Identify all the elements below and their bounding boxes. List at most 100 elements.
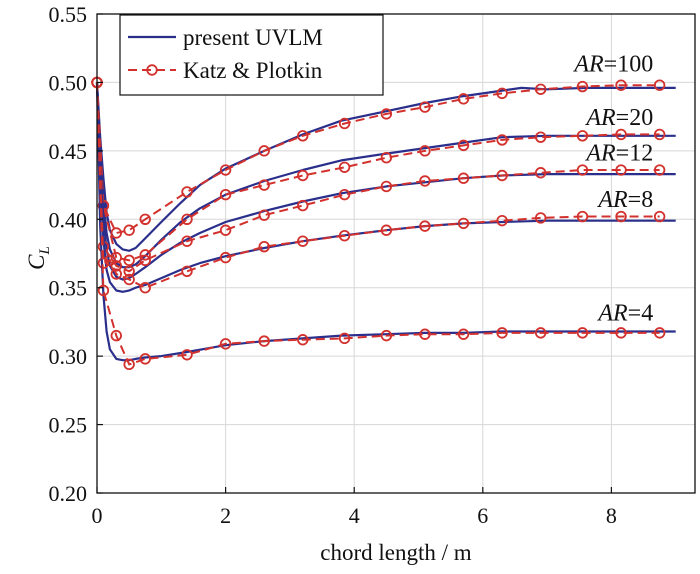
katz-marker-ar-100 <box>123 224 135 236</box>
y-axis-label-sub: L <box>37 246 53 255</box>
katz-marker-ar-8 <box>338 230 351 242</box>
y-tick-label: 0.35 <box>49 276 88 301</box>
katz-marker-ar-20 <box>534 131 547 143</box>
ar-label-symbol: AR <box>584 140 616 166</box>
katz-marker-ar-4 <box>139 353 151 365</box>
katz-marker-ar-8 <box>457 217 470 230</box>
katz-marker-ar-12 <box>110 260 122 272</box>
ar-label: AR=100 <box>572 51 653 77</box>
katz-marker-ar-4 <box>338 332 351 345</box>
ar-label-symbol: AR <box>584 105 616 131</box>
katz-marker-ar-4 <box>219 338 232 350</box>
katz-marker-ar-12 <box>419 175 431 187</box>
y-tick-label: 0.40 <box>49 207 88 232</box>
legend: present UVLM Katz & Plotkin <box>119 14 384 96</box>
katz-marker-ar-100 <box>380 108 393 120</box>
series-layer <box>91 76 676 371</box>
y-tick-label: 0.50 <box>49 70 88 95</box>
katz-marker-ar-20 <box>139 249 151 261</box>
katz-marker-ar-12 <box>258 209 270 221</box>
katz-line-ar-100 <box>96 82 660 235</box>
katz-marker-ar-12 <box>653 164 666 176</box>
katz-marker-ar-4 <box>576 327 589 339</box>
katz-marker-ar-12 <box>457 172 470 184</box>
katz-marker-ar-20 <box>297 169 309 182</box>
katz-marker-ar-20 <box>419 145 431 157</box>
katz-marker-ar-12 <box>139 254 151 267</box>
katz-marker-ar-8 <box>297 235 309 247</box>
katz-marker-ar-8 <box>653 210 666 223</box>
katz-marker-ar-12 <box>615 164 627 176</box>
y-axis-label-main: C <box>24 254 49 270</box>
uvlm-line-ar-4 <box>95 82 676 362</box>
katz-marker-ar-4 <box>615 327 627 339</box>
katz-marker-ar-100 <box>653 79 666 91</box>
katz-marker-ar-8 <box>181 265 193 277</box>
ar-label-symbol: AR <box>596 301 628 327</box>
x-tick-label: 8 <box>606 503 617 528</box>
katz-marker-ar-12 <box>380 180 393 193</box>
uvlm-line-ar-8 <box>95 82 676 293</box>
katz-marker-ar-100 <box>297 130 309 142</box>
katz-marker-ar-4 <box>380 329 393 342</box>
katz-marker-ar-20 <box>181 213 193 225</box>
katz-marker-ar-100 <box>496 87 508 100</box>
katz-marker-ar-4 <box>457 328 470 340</box>
katz-marker-ar-20 <box>496 134 508 146</box>
katz-marker-ar-12 <box>219 224 232 236</box>
katz-line-ar-20 <box>96 82 660 262</box>
katz-marker-ar-4 <box>123 358 135 371</box>
katz-marker-ar-4 <box>653 327 666 339</box>
ar-label: AR=12 <box>584 140 653 166</box>
ar-label-value: =8 <box>628 187 654 213</box>
katz-marker-ar-12 <box>496 169 508 182</box>
ar-label-symbol: AR <box>596 187 628 213</box>
plot-frame <box>96 13 696 494</box>
katz-marker-ar-12 <box>123 265 135 277</box>
katz-marker-ar-8 <box>615 210 627 223</box>
ticks: 0 2 4 6 8 0.20 0.25 0.30 0.35 0.40 0.45 0.50 0.55 <box>49 2 617 528</box>
katz-marker-ar-100 <box>576 80 589 93</box>
katz-marker-ar-100 <box>181 186 193 198</box>
ar-label-value: =100 <box>604 51 654 77</box>
katz-marker-ar-4 <box>258 335 270 347</box>
x-tick-label: 6 <box>477 503 488 528</box>
ar-label-value: =4 <box>628 301 654 327</box>
katz-marker-ar-4 <box>110 329 122 342</box>
legend-uvlm-label: present UVLM <box>183 25 323 50</box>
katz-marker-ar-20 <box>338 161 351 173</box>
legend-box <box>119 14 384 96</box>
katz-marker-ar-12 <box>297 199 309 212</box>
katz-marker-ar-4 <box>181 349 193 361</box>
katz-marker-ar-20 <box>615 128 627 141</box>
katz-marker-ar-4 <box>297 334 309 346</box>
katz-marker-ar-100 <box>457 93 470 105</box>
katz-marker-ar-20 <box>457 139 470 152</box>
katz-marker-ar-4 <box>419 328 431 340</box>
katz-marker-ar-4 <box>496 327 508 339</box>
katz-marker-ar-8 <box>576 210 589 223</box>
katz-marker-ar-8 <box>219 251 232 264</box>
katz-marker-ar-20 <box>380 151 393 164</box>
katz-marker-ar-100 <box>110 227 122 239</box>
katz-marker-ar-8 <box>123 273 135 286</box>
katz-marker-ar-100 <box>615 79 627 91</box>
y-tick-label: 0.30 <box>49 344 88 369</box>
ar-label-symbol: AR <box>572 51 604 77</box>
katz-marker-ar-100 <box>534 83 547 95</box>
x-axis-label: chord length / m <box>320 540 471 565</box>
ar-label-value: =12 <box>616 140 654 166</box>
y-tick-label: 0.55 <box>49 2 88 27</box>
x-tick-label: 0 <box>92 503 103 528</box>
katz-marker-ar-20 <box>653 128 666 141</box>
katz-marker-ar-8 <box>496 214 508 227</box>
katz-marker-ar-4 <box>97 284 110 297</box>
katz-marker-ar-100 <box>258 145 270 157</box>
katz-marker-ar-8 <box>110 268 122 280</box>
y-tick-label: 0.20 <box>49 481 88 506</box>
x-tick-label: 2 <box>220 503 231 528</box>
katz-line-ar-12 <box>96 82 660 273</box>
katz-marker-ar-8 <box>419 220 431 232</box>
katz-marker-ar-12 <box>181 235 193 247</box>
